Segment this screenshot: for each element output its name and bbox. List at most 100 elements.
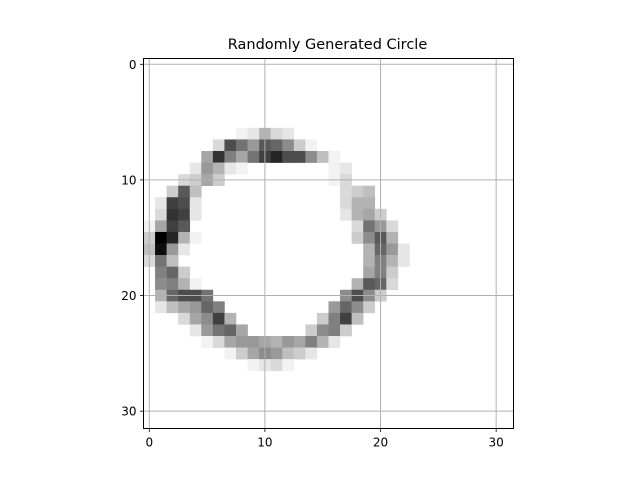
heatmap-cell: [351, 220, 364, 233]
heatmap-cell: [340, 185, 352, 198]
heatmap-cell: [189, 301, 202, 314]
heatmap-cell: [363, 243, 376, 256]
heatmap-cell: [166, 255, 179, 267]
heatmap-cell: [189, 324, 202, 337]
heatmap-cell: [201, 151, 214, 163]
heatmap-cell: [247, 359, 260, 371]
heatmap-cell: [351, 301, 364, 314]
heatmap-cell: [236, 336, 248, 348]
heatmap-cell: [247, 336, 260, 348]
heatmap-cell: [155, 220, 167, 233]
x-tick-label: 0: [145, 436, 153, 450]
heatmap-cell: [305, 151, 318, 163]
y-tick-label: 10: [121, 173, 136, 187]
heatmap-cell: [212, 336, 225, 348]
heatmap-cell: [212, 301, 225, 314]
x-tick-label: 10: [257, 436, 272, 450]
heatmap-cell: [189, 278, 202, 291]
heatmap-cell: [166, 301, 179, 314]
heatmap-cell: [212, 324, 225, 337]
heatmap-cell: [212, 139, 225, 152]
heatmap-cell: [340, 301, 352, 314]
heatmap-cell: [397, 243, 410, 256]
heatmap-cell: [270, 359, 283, 371]
heatmap-cell: [155, 255, 167, 267]
heatmap-cell: [189, 197, 202, 210]
heatmap-cell: [166, 220, 179, 233]
heatmap-cell: [386, 278, 399, 291]
heatmap-cell: [224, 139, 237, 152]
heatmap-cell: [247, 151, 260, 163]
heatmap-cell: [328, 336, 341, 348]
heatmap-cell: [293, 151, 306, 163]
y-tick-label: 0: [129, 58, 137, 72]
heatmap-cell: [224, 324, 237, 337]
heatmap-cell: [236, 127, 248, 140]
heatmap-cell: [316, 324, 329, 337]
heatmap-cell: [189, 162, 202, 175]
heatmap-cell: [282, 359, 295, 371]
heatmap-cell: [282, 336, 295, 348]
chart-title: Randomly Generated Circle: [228, 37, 428, 53]
heatmap-cell: [363, 220, 376, 233]
heatmap-cell: [178, 312, 191, 325]
heatmap-cell: [340, 197, 352, 210]
heatmap-cell: [212, 312, 225, 325]
heatmap-cell: [363, 278, 376, 291]
heatmap-cell: [340, 162, 352, 175]
heatmap-cell: [340, 208, 352, 221]
heatmap-cell: [386, 220, 399, 233]
heatmap-cell: [328, 162, 341, 175]
heatmap-cell: [189, 312, 202, 325]
heatmap-cell: [212, 151, 225, 163]
y-tick-label: 20: [121, 289, 136, 303]
heatmap-cell: [270, 347, 283, 360]
heatmap-cell: [178, 185, 191, 198]
heatmap-cell: [397, 255, 410, 267]
heatmap-cell: [236, 139, 248, 152]
heatmap-cell: [351, 208, 364, 221]
heatmap-cell: [270, 139, 283, 152]
x-tick-label: 20: [373, 436, 388, 450]
heatmap-cell: [316, 151, 329, 163]
heatmap-cell: [363, 231, 376, 244]
heatmap-cell: [166, 231, 179, 244]
heatmap-cell: [351, 231, 364, 244]
heatmap-cell: [386, 266, 399, 279]
heatmap-cell: [178, 301, 191, 314]
heatmap-cell: [155, 208, 167, 221]
heatmap-cell: [201, 162, 214, 175]
heatmap-cell: [293, 336, 306, 348]
heatmap-cell: [224, 336, 237, 348]
heatmap-cell: [201, 324, 214, 337]
heatmap-cell: [363, 197, 376, 210]
heatmap-cell: [178, 220, 191, 233]
heatmap-cell: [363, 185, 376, 198]
heatmap-cell: [236, 347, 248, 360]
plot-frame: [143, 58, 514, 429]
heatmap-cell: [363, 301, 376, 314]
heatmap-cell: [340, 324, 352, 337]
heatmap-cell: [155, 197, 167, 210]
heatmap-cell: [328, 301, 341, 314]
heatmap-cell: [270, 336, 283, 348]
axis-ticks: 0 10 20 30 0 10 20 30: [121, 58, 504, 450]
heatmap-cell: [155, 278, 167, 291]
heatmap-cell: [178, 231, 191, 244]
heatmap-cell: [328, 324, 341, 337]
heatmap-cell: [305, 347, 318, 360]
heatmap-cell: [155, 301, 167, 314]
heatmap-cell: [363, 266, 376, 279]
heatmap-cell: [316, 336, 329, 348]
heatmap-cell: [178, 197, 191, 210]
heatmap-cell: [155, 231, 167, 244]
heatmap-cell: [189, 185, 202, 198]
heatmap-cell: [282, 139, 295, 152]
heatmap-cell: [328, 151, 341, 163]
heatmap-cell: [166, 278, 179, 291]
heatmap-cell: [166, 266, 179, 279]
heatmap-cell: [201, 336, 214, 348]
heatmap-cell: [212, 162, 225, 175]
heatmap-cell: [236, 324, 248, 337]
heatmap-cell: [293, 139, 306, 152]
